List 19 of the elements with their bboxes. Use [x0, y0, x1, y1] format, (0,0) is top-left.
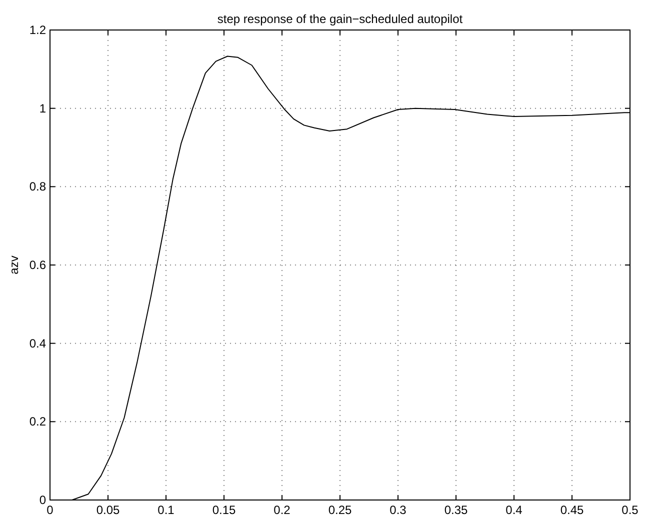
y-tick-label: 1.2 — [29, 23, 46, 37]
x-tick-label: 0.15 — [212, 503, 236, 517]
x-tick-label: 0.45 — [560, 503, 584, 517]
x-tick-label: 0.3 — [390, 503, 407, 517]
y-tick-label: 0.2 — [29, 414, 46, 429]
y-tick-label: 1 — [39, 101, 46, 116]
y-tick-label: 0.4 — [29, 336, 46, 350]
x-tick-label: 0.5 — [622, 503, 639, 517]
x-tick-label: 0.35 — [444, 503, 468, 517]
x-tick-label: 0.05 — [96, 503, 120, 517]
x-tick-label: 0.25 — [328, 503, 352, 517]
x-tick-label: 0.4 — [506, 503, 523, 517]
y-axis-title: azv — [7, 256, 21, 274]
x-tick-label: 0.1 — [158, 503, 175, 517]
x-tick-label: 0.2 — [274, 503, 291, 517]
y-tick-label: 0.8 — [29, 180, 46, 194]
y-tick-label: 0.6 — [29, 258, 46, 272]
chart-title: step response of the gain−scheduled autopilot — [217, 12, 464, 26]
y-tick-label: 0 — [39, 493, 46, 507]
